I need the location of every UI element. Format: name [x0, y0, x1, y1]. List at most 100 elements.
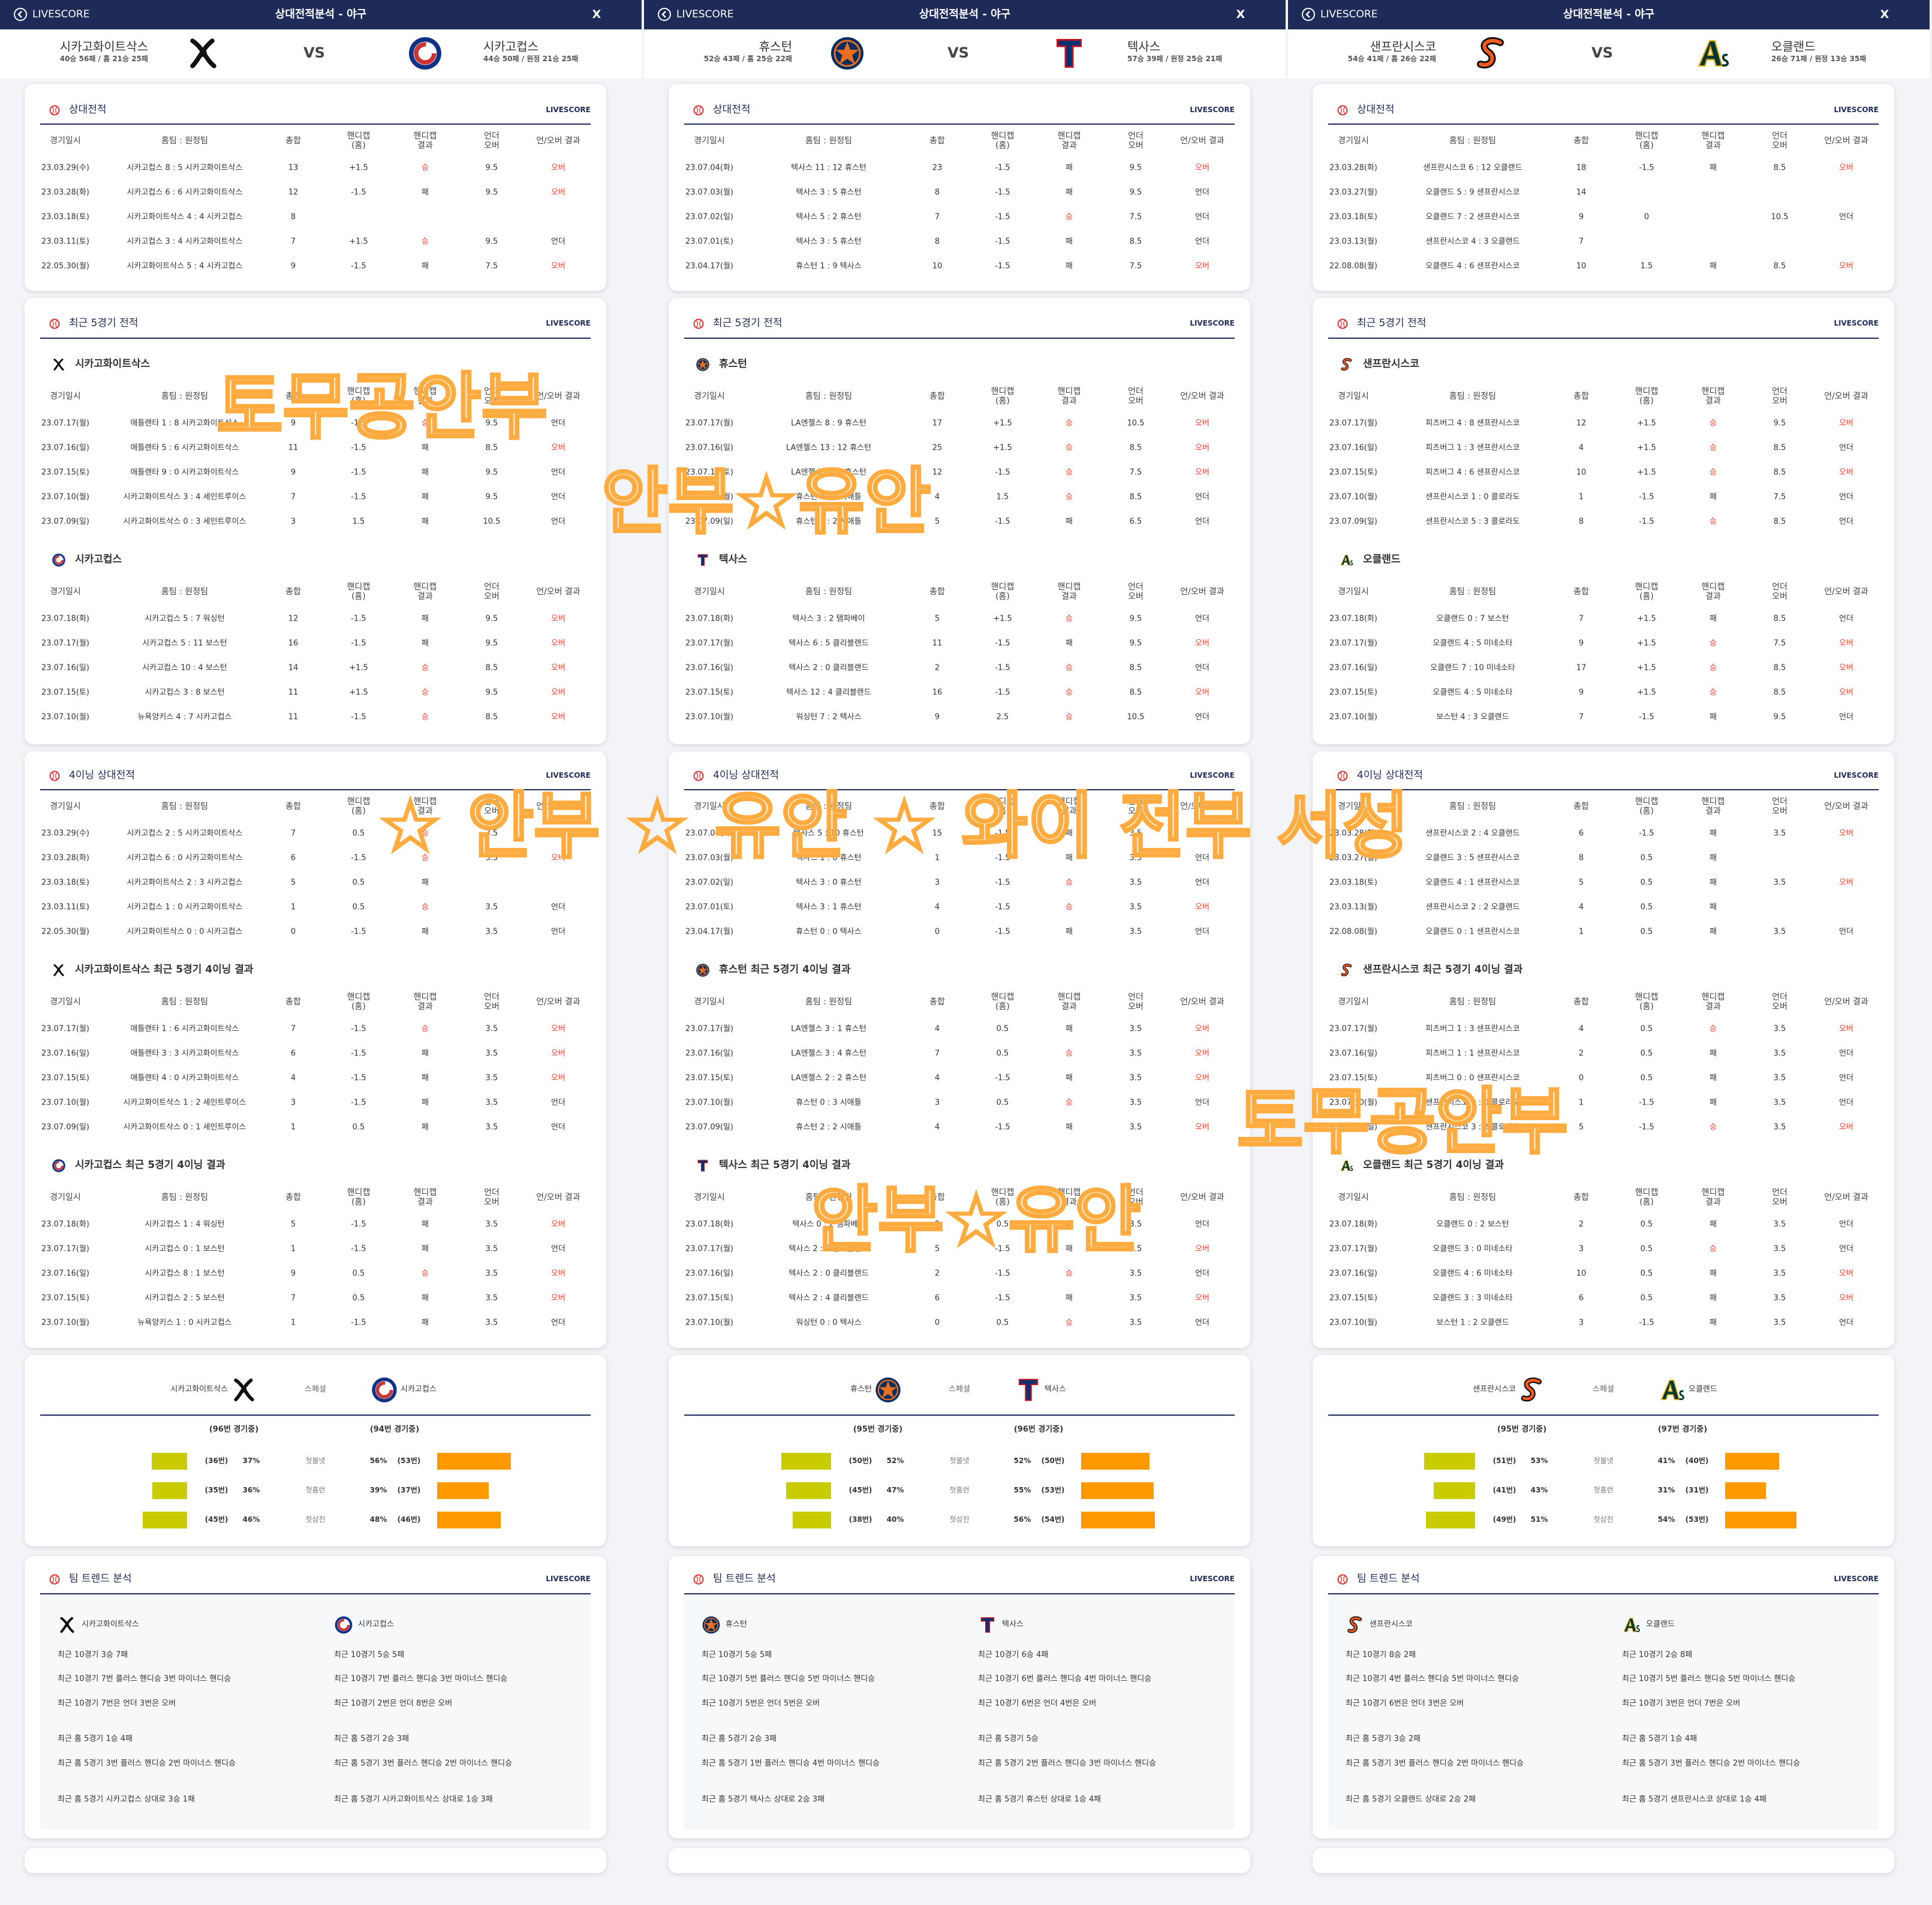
table-cell: 3.5 [1773, 1318, 1786, 1328]
page-title: 상대전적분석 - 야구 [919, 8, 1011, 21]
team-logo [52, 553, 66, 567]
team-logo [978, 1615, 997, 1635]
table-cell: 0 [290, 927, 296, 937]
table-cell: -1.5 [351, 492, 366, 502]
table-cell: 9.5 [1773, 419, 1786, 428]
back-icon[interactable] [13, 7, 28, 22]
card: 상대전적 LIVESCORE 경기일시 홈팀 : 원정팀 총합 핸디캡 (홈) 핸디캡 결과… [1313, 84, 1894, 291]
column-header: 총합 [929, 391, 945, 401]
table-cell: 10 [932, 261, 943, 271]
table-cell: +1.5 [1637, 443, 1656, 453]
logo-graphic [980, 1617, 995, 1633]
table-cell: 3.5 [485, 1269, 498, 1278]
column-header: 홈팀 : 원정팀 [1449, 1192, 1497, 1202]
date-cell: 23.07.10(월) [41, 492, 89, 502]
table-cell: +1.5 [993, 443, 1012, 453]
close-button[interactable]: X [1236, 8, 1245, 22]
column-header: 언/오버 결과 [1824, 1192, 1868, 1202]
column-header: 핸디캡 (홈) [1635, 796, 1659, 816]
card: 상대전적 LIVESCORE 경기일시 홈팀 : 원정팀 총합 핸디캡 (홈) 핸디캡 결과… [669, 84, 1250, 291]
table-cell: 10 [1576, 1269, 1587, 1278]
back-icon[interactable] [1301, 7, 1316, 22]
table-cell: 승 [1710, 517, 1717, 526]
table-cell: -1.5 [995, 1122, 1010, 1132]
match-cell: 오클랜드 3 : 3 미네소타 [1433, 1293, 1513, 1303]
table-cell: 0.5 [352, 829, 365, 838]
table-cell: 오버 [1195, 902, 1209, 912]
table-cell: 3.5 [1773, 1220, 1786, 1229]
back-icon[interactable] [657, 7, 672, 22]
trend-line: 최근 10경기 5번 플러스 핸디승 5번 마이너스 핸디승 [1622, 1674, 1796, 1684]
table-cell: 오버 [551, 261, 565, 271]
team-logo [1340, 1158, 1354, 1173]
column-header: 경기일시 [1338, 391, 1369, 401]
column-header: 홈팀 : 원정팀 [805, 997, 853, 1007]
table-cell: 3.5 [1129, 1073, 1142, 1083]
logo-graphic [702, 1616, 720, 1634]
trend-team: 시카고화이트삭스 [82, 1620, 139, 1629]
table-cell: 오버 [1839, 1269, 1853, 1278]
close-button[interactable]: X [1880, 8, 1889, 22]
column-header: 총합 [1573, 801, 1589, 811]
brand-label: LIVESCORE [1834, 1575, 1879, 1584]
table-cell: -1.5 [995, 261, 1010, 271]
trend-line: 최근 10경기 7번은 언더 3번은 오버 [58, 1699, 176, 1708]
column-header: 총합 [1573, 1192, 1589, 1202]
match-cell: LA엔젤스 5 : 7 휴스턴 [791, 468, 866, 477]
trend-line: 최근 홈 5경기 1승 4패 [58, 1734, 133, 1744]
team-logo [407, 35, 443, 71]
panel: LIVESCORE 상대전적분석 - 야구 X 샌프란시스코 54승 41패 / 홈 2… [1288, 0, 1930, 1905]
section-icon [49, 105, 60, 116]
logo-graphic [52, 553, 65, 567]
table-cell: 1 [290, 1244, 296, 1254]
table-cell: 승 [1066, 1269, 1073, 1278]
table-cell: 10.5 [483, 517, 501, 526]
match-cell: 휴스턴 2 : 2 시애틀 [796, 1122, 862, 1132]
table-cell: 3.5 [1129, 1318, 1142, 1328]
close-button[interactable]: X [592, 8, 601, 22]
trend-team: 시카고컵스 [358, 1620, 394, 1629]
special-label: 스페셜 [1593, 1385, 1614, 1394]
card: 상대전적 LIVESCORE 경기일시 홈팀 : 원정팀 총합 핸디캡 (홈) 핸디캡 결과… [25, 84, 606, 291]
table-cell: 3.5 [485, 1122, 498, 1132]
table-cell: 패 [422, 517, 429, 526]
match-cell: 피츠버그 1 : 1 샌프란시스코 [1425, 1049, 1520, 1058]
logo-shape [1623, 1618, 1637, 1632]
table-cell: 7.5 [1773, 492, 1786, 502]
table-cell: 0.5 [1640, 902, 1653, 912]
date-cell: 23.07.17(월) [41, 1024, 89, 1034]
logo-graphic [1623, 1618, 1640, 1632]
team-label: 텍사스 [719, 553, 747, 566]
home-count: (41번) [1492, 1486, 1516, 1495]
date-cell: 23.07.15(토) [1329, 1073, 1377, 1083]
table-cell: 8.5 [1773, 443, 1786, 453]
date-cell: 23.07.17(월) [685, 639, 733, 648]
date-cell: 23.07.09(일) [1329, 517, 1377, 526]
column-header: 언/오버 결과 [1180, 997, 1224, 1007]
table-cell: 언더 [1839, 1220, 1853, 1229]
date-cell: 23.07.15(토) [1329, 688, 1377, 697]
table-cell: 오버 [1195, 419, 1209, 428]
home-bar [1426, 1512, 1475, 1528]
table-cell: 3.5 [1129, 1098, 1142, 1108]
logo-shape [833, 40, 861, 67]
home-pct: 40% [886, 1515, 904, 1524]
table-cell: 오버 [551, 1220, 565, 1229]
match-cell: 오클랜드 4 : 5 미네소타 [1433, 639, 1513, 648]
table-cell: 9.5 [485, 237, 498, 246]
column-header: 경기일시 [1338, 136, 1369, 146]
table-cell: 언더 [551, 517, 565, 526]
table-cell: 8.5 [1773, 517, 1786, 526]
table-cell: 6 [290, 853, 296, 863]
logo-shape [1340, 555, 1351, 565]
column-header: 경기일시 [1338, 997, 1369, 1007]
title-rule [1328, 124, 1879, 125]
column-header: 경기일시 [694, 801, 725, 811]
brand-label: LIVESCORE [1834, 319, 1879, 328]
team-logo [334, 1615, 353, 1635]
table-cell: -1.5 [351, 1098, 366, 1108]
table-cell: 0 [934, 927, 940, 937]
date-cell: 23.07.15(토) [1329, 468, 1377, 477]
title-rule [40, 124, 591, 125]
